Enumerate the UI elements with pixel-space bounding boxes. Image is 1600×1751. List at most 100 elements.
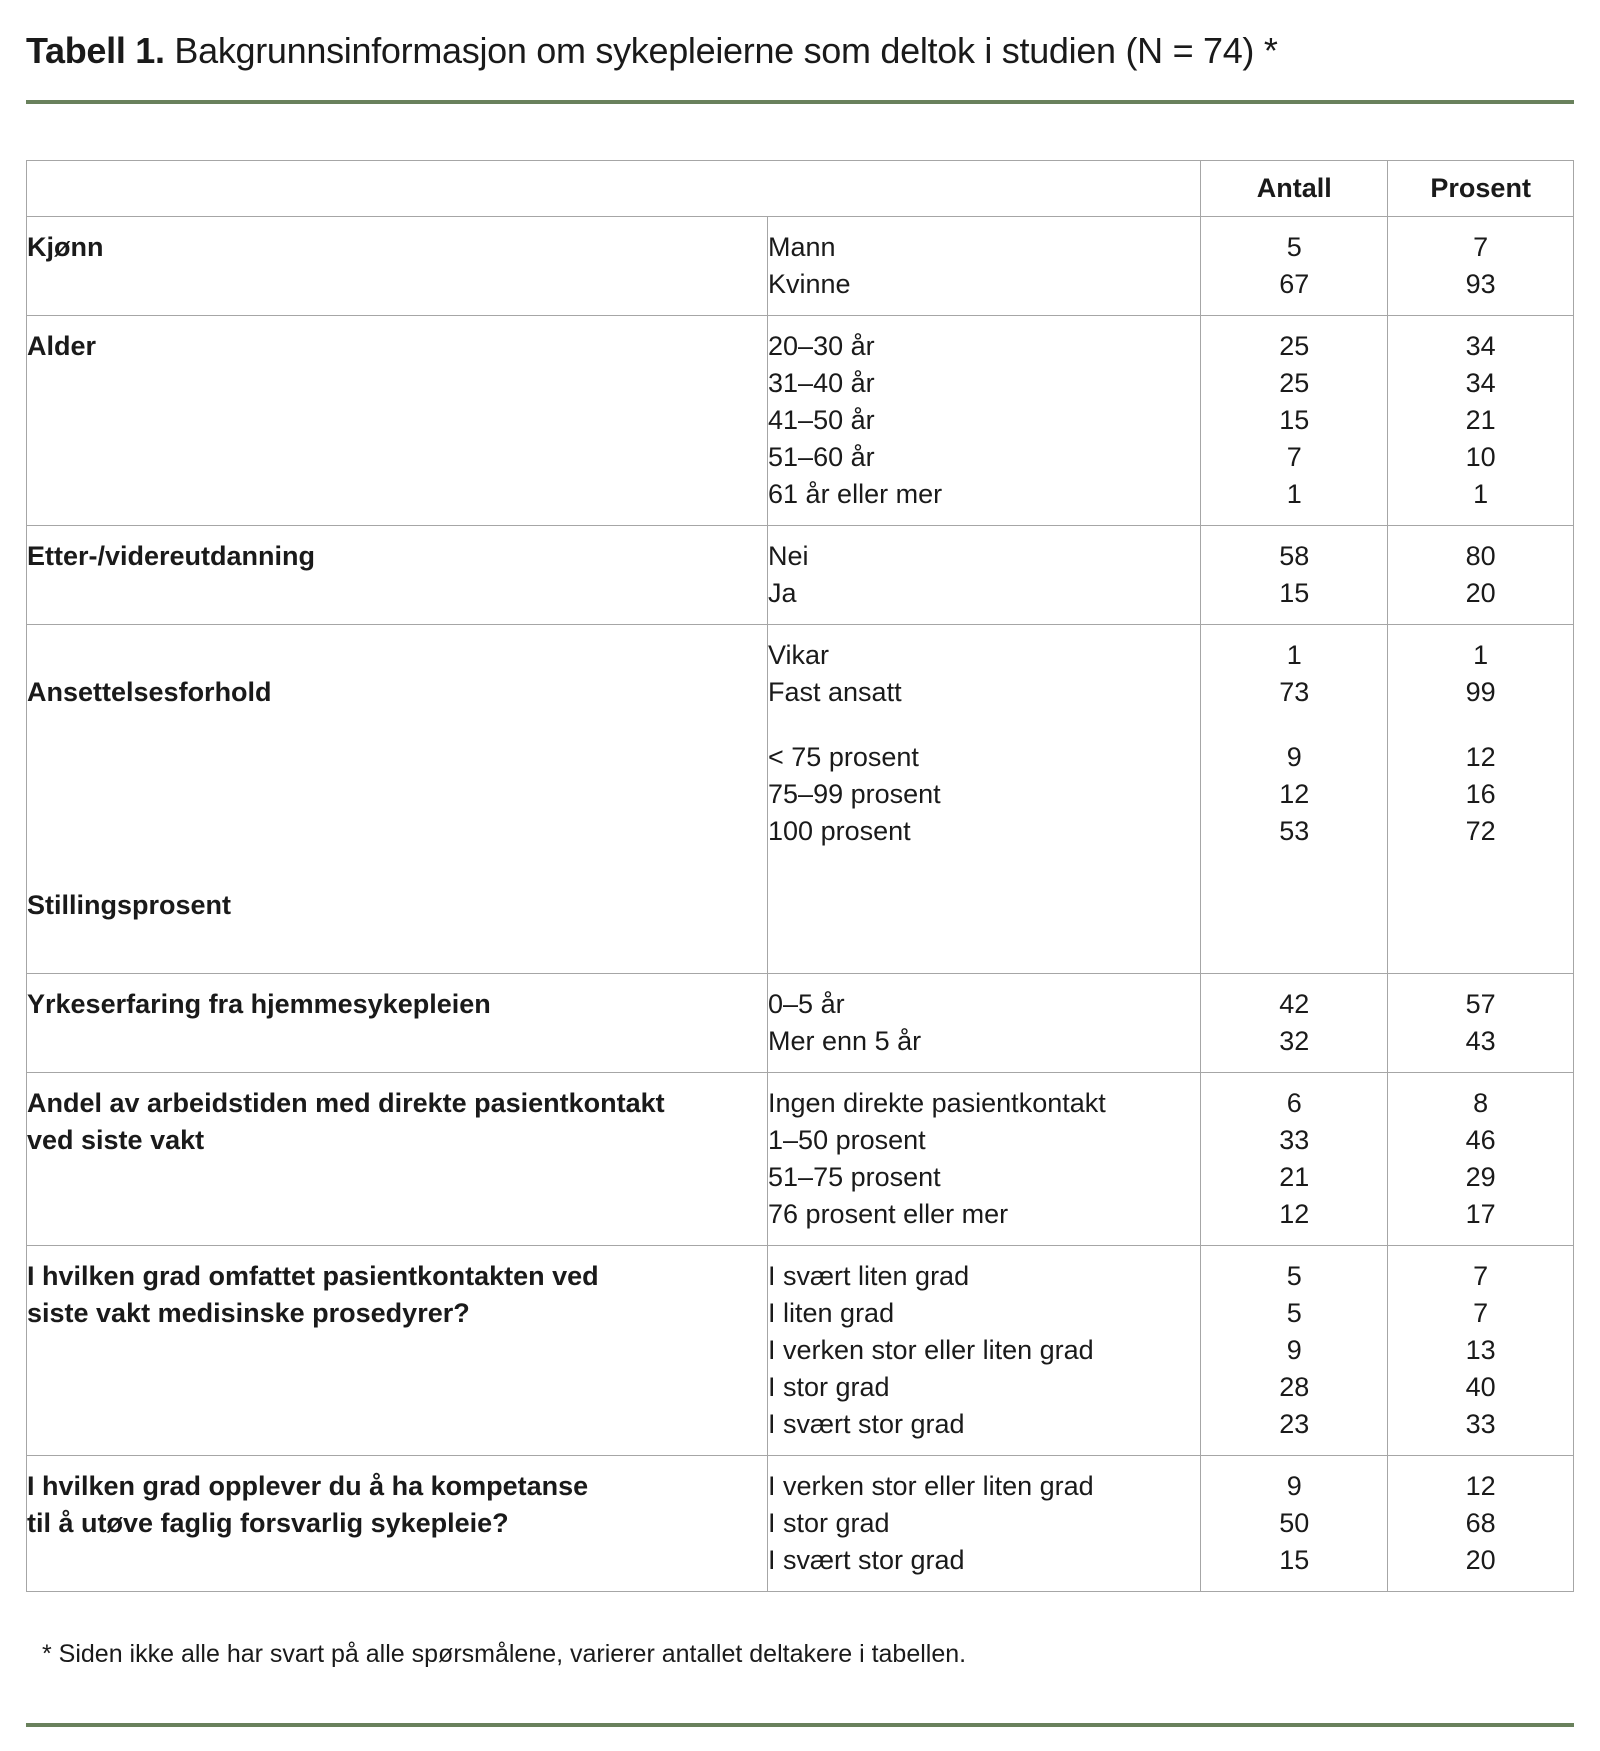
antall-cell: 1 73 9 12 53 [1200, 624, 1389, 974]
category-label: Mann [768, 232, 836, 262]
antall-value: 21 [1279, 1162, 1310, 1192]
table-row-kjonn: Kjønn Mann Kvinne 5 67 7 93 [25, 216, 1574, 316]
antall-cell: 5 67 [1200, 216, 1389, 316]
antall-value: 58 [1279, 541, 1310, 571]
category-label: I verken stor eller liten grad [768, 1471, 1094, 1501]
bottom-rule [26, 1722, 1574, 1727]
category-label: I verken stor eller liten grad [768, 1335, 1094, 1365]
antall-value: 6 [1286, 1088, 1302, 1118]
antall-value: 15 [1279, 578, 1310, 608]
table-footnote: * Siden ikke alle har svart på alle spør… [42, 1640, 967, 1668]
prosent-value: 93 [1465, 269, 1496, 299]
category-label: 76 prosent eller mer [768, 1199, 1009, 1229]
row-label-ansettelsesforhold: Ansettelsesforhold [27, 677, 272, 707]
antall-value: 5 [1286, 1261, 1302, 1291]
antall-cell: 6 33 21 12 [1200, 1072, 1389, 1246]
category-cell: 0–5 år Mer enn 5 år [767, 973, 1202, 1073]
category-cell: Mann Kvinne [767, 216, 1202, 316]
page-title: Tabell 1. Bakgrunnsinformasjon om sykepl… [26, 28, 1574, 73]
antall-value: 15 [1279, 1545, 1310, 1575]
antall-value: 25 [1279, 331, 1310, 361]
antall-value: 9 [1286, 1335, 1302, 1365]
prosent-value: 10 [1465, 442, 1496, 472]
prosent-value: 17 [1465, 1199, 1496, 1229]
row-label-stillingsprosent: Stillingsprosent [27, 890, 232, 920]
antall-value: 1 [1286, 640, 1302, 670]
category-label: I svært stor grad [768, 1409, 965, 1439]
prosent-value: 72 [1465, 816, 1496, 846]
category-label: 20–30 år [768, 331, 875, 361]
table-row-yrkeserfaring: Yrkeserfaring fra hjemmesykepleien 0–5 å… [25, 973, 1574, 1073]
antall-value: 32 [1279, 1026, 1310, 1056]
row-label: Andel av arbeidstiden med direkte pasien… [25, 1072, 769, 1246]
prosent-value: 1 [1473, 640, 1489, 670]
table-row-ansettelse-stilling: Ansettelsesforhold Stillingsprosent Vika… [25, 624, 1574, 974]
header-spacer-cell [25, 160, 1202, 217]
prosent-cell: 12 68 20 [1387, 1455, 1574, 1592]
table-row-pasientkontakt-andel: Andel av arbeidstiden med direkte pasien… [25, 1072, 1574, 1246]
antall-cell: 5 5 9 28 23 [1200, 1245, 1389, 1456]
prosent-value: 80 [1465, 541, 1496, 571]
category-label: Nei [768, 541, 809, 571]
antall-value: 1 [1286, 479, 1302, 509]
category-label: 41–50 år [768, 405, 875, 435]
antall-cell: 9 50 15 [1200, 1455, 1389, 1592]
prosent-value: 20 [1465, 578, 1496, 608]
antall-value: 5 [1286, 232, 1302, 262]
col-header-prosent: Prosent [1387, 160, 1574, 217]
prosent-value: 8 [1473, 1088, 1489, 1118]
antall-value: 9 [1286, 742, 1302, 772]
prosent-value: 34 [1465, 368, 1496, 398]
prosent-value: 33 [1465, 1409, 1496, 1439]
category-label: 51–60 år [768, 442, 875, 472]
prosent-value: 20 [1465, 1545, 1496, 1575]
row-label: Etter-/videreutdanning [25, 525, 769, 625]
category-label: I stor grad [768, 1508, 890, 1538]
antall-value: 33 [1279, 1125, 1310, 1155]
antall-value: 23 [1279, 1409, 1310, 1439]
category-label: I liten grad [768, 1298, 895, 1328]
category-label: I stor grad [768, 1372, 890, 1402]
antall-value: 67 [1279, 269, 1310, 299]
prosent-value: 13 [1465, 1335, 1496, 1365]
antall-value: 53 [1279, 816, 1310, 846]
top-rule [26, 100, 1574, 104]
antall-value: 42 [1279, 989, 1310, 1019]
prosent-value: 40 [1465, 1372, 1496, 1402]
category-label: Ingen direkte pasientkontakt [768, 1088, 1106, 1118]
row-label: Yrkeserfaring fra hjemmesykepleien [25, 973, 769, 1073]
title-rest: Bakgrunnsinformasjon om sykepleierne som… [164, 30, 1278, 71]
category-label: Ja [768, 578, 797, 608]
category-label: I svært liten grad [768, 1261, 970, 1291]
antall-value: 12 [1279, 779, 1310, 809]
category-label: Fast ansatt [768, 677, 902, 707]
category-cell: 20–30 år 31–40 år 41–50 år 51–60 år 61 å… [767, 315, 1202, 526]
antall-value: 50 [1279, 1508, 1310, 1538]
row-label: I hvilken grad omfattet pasientkontakten… [25, 1245, 769, 1456]
category-cell: Vikar Fast ansatt < 75 prosent 75–99 pro… [767, 624, 1202, 974]
category-label: 61 år eller mer [768, 479, 943, 509]
prosent-value: 21 [1465, 405, 1496, 435]
antall-value: 28 [1279, 1372, 1310, 1402]
row-label: Kjønn [25, 216, 769, 316]
table-row-medisinske-prosedyrer: I hvilken grad omfattet pasientkontakten… [25, 1245, 1574, 1456]
prosent-value: 12 [1465, 742, 1496, 772]
antall-cell: 25 25 15 7 1 [1200, 315, 1389, 526]
prosent-cell: 57 43 [1387, 973, 1574, 1073]
category-label: 75–99 prosent [768, 779, 941, 809]
row-label: I hvilken grad opplever du å ha kompetan… [25, 1455, 769, 1592]
prosent-value: 12 [1465, 1471, 1496, 1501]
category-label: 1–50 prosent [768, 1125, 926, 1155]
antall-value: 7 [1286, 442, 1302, 472]
category-label: 31–40 år [768, 368, 875, 398]
prosent-value: 7 [1473, 232, 1489, 262]
category-label: I svært stor grad [768, 1545, 965, 1575]
antall-value: 12 [1279, 1199, 1310, 1229]
antall-value: 15 [1279, 405, 1310, 435]
prosent-value: 16 [1465, 779, 1496, 809]
category-label: 100 prosent [768, 816, 911, 846]
table-row-alder: Alder 20–30 år 31–40 år 41–50 år 51–60 å… [25, 315, 1574, 526]
antall-value: 5 [1286, 1298, 1302, 1328]
col-header-antall: Antall [1200, 160, 1389, 217]
prosent-value: 46 [1465, 1125, 1496, 1155]
